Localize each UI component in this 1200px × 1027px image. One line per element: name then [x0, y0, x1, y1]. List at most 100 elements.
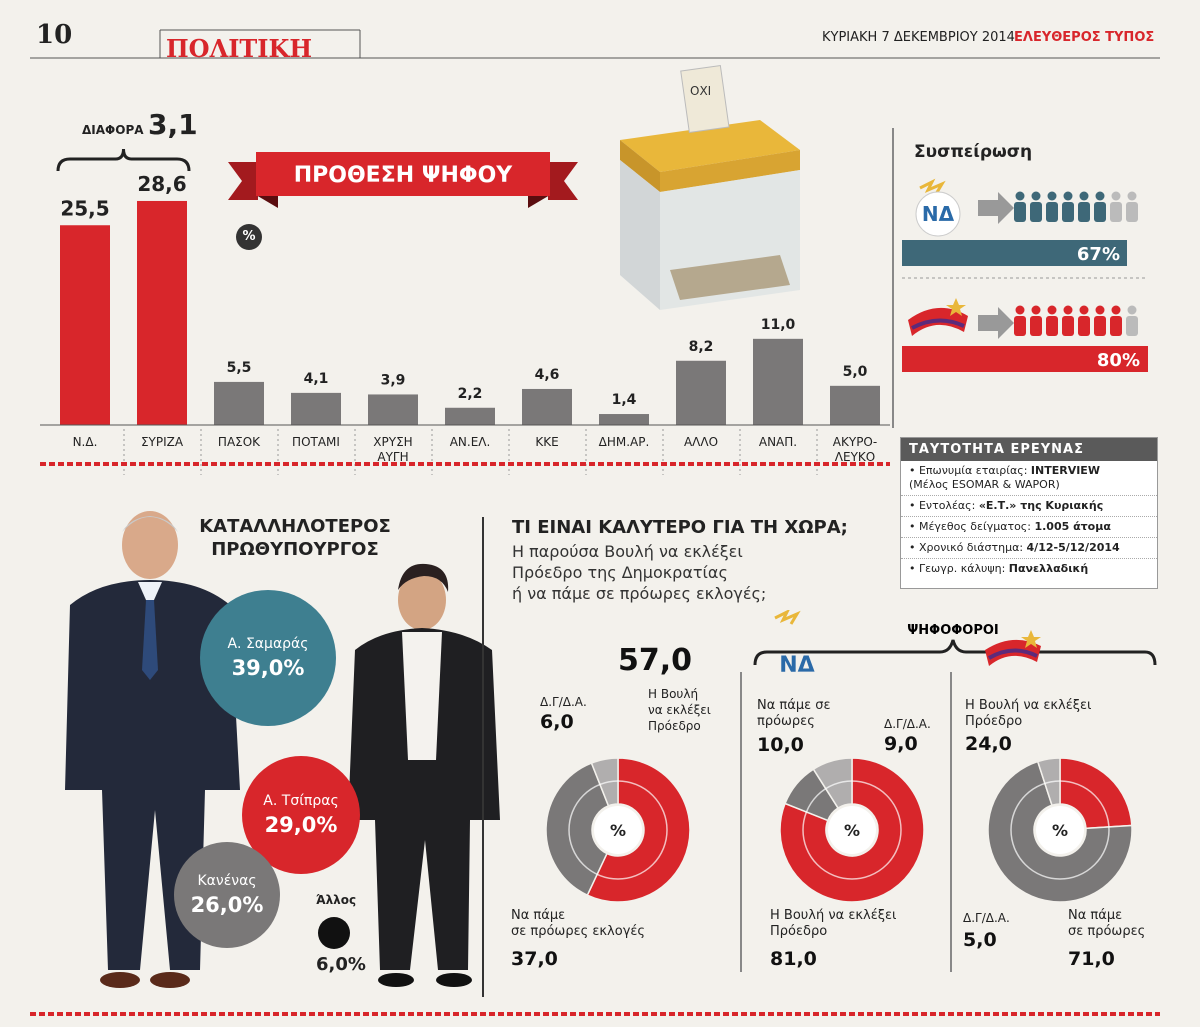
- person-icon: [1031, 305, 1041, 315]
- bar-value-label: 3,9: [381, 372, 406, 388]
- d1-dk-value: 6,0: [540, 711, 574, 733]
- person-icon: [1110, 202, 1122, 222]
- issue-date: ΚΥΡΙΑΚΗ 7 ΔΕΚΕΜΒΡΙΟΥ 2014: [822, 30, 1015, 45]
- bar-value-label: 11,0: [761, 317, 796, 333]
- voters-header: ΨΗΦΟΦΟΡΟΙ ΝΔ: [753, 610, 1157, 678]
- difference-brace: [56, 148, 191, 172]
- ribbon-title: ΠΡΟΘΕΣΗ ΨΗΦΟΥ: [294, 163, 514, 188]
- bar-value-label: 1,4: [612, 392, 637, 408]
- mobilisation-chart: ΝΔ 67% 80%: [902, 178, 1148, 372]
- donut-slice: [812, 757, 853, 810]
- nd-logo: ΝΔ: [774, 610, 815, 678]
- other-value: 6,0%: [316, 954, 366, 975]
- bar: [830, 385, 880, 425]
- mobilisation-bar-nd: [902, 240, 1127, 266]
- bar-value-label: 4,6: [535, 367, 560, 383]
- category-label: ΑΥΓΗ: [377, 450, 408, 464]
- ballot-text: ΟΧΙ: [690, 84, 711, 98]
- d2-dk-value: 9,0: [884, 733, 918, 755]
- bar-value-label: 8,2: [689, 339, 714, 355]
- donut-charts: %%%: [545, 757, 1133, 903]
- politician-photos: [65, 511, 500, 988]
- column-divider: [482, 517, 484, 997]
- arrow-icon: [978, 307, 1014, 339]
- survey-row: • Χρονικό διάστημα: 4/12-5/12/2014: [901, 538, 1157, 559]
- d2-main-label: Η Βουλή να εκλέξει Πρόεδρο: [770, 908, 897, 939]
- person-icon: [1094, 202, 1106, 222]
- tsipras-figure: [348, 563, 500, 987]
- person-icon: [1127, 191, 1137, 201]
- person-icon: [1046, 316, 1058, 336]
- bar-value-label: 25,5: [60, 196, 109, 220]
- survey-row: • Εντολέας: «Ε.Τ.» της Κυριακής: [901, 496, 1157, 517]
- nd-logo-text: ΝΔ: [779, 653, 814, 678]
- survey-identity-box: ΤΑΥΤΟΤΗΤΑ ΕΡΕΥΝΑΣ • Επωνυμία εταιρίας: I…: [900, 437, 1158, 589]
- best-for-country-title: ΤΙ ΕΙΝΑΙ ΚΑΛΥΤΕΡΟ ΓΙΑ ΤΗ ΧΩΡΑ;: [512, 517, 848, 538]
- person-icon: [1031, 191, 1041, 201]
- syriza-logo: [985, 630, 1041, 666]
- person-icon: [1014, 202, 1026, 222]
- donut-ring-line: [568, 780, 668, 880]
- survey-row: • Επωνυμία εταιρίας: INTERVIEW (Μέλος ESO…: [901, 461, 1157, 496]
- person-icon: [1111, 191, 1121, 201]
- d1-main-value: 57,0: [618, 643, 693, 678]
- bottom-separator: [30, 1012, 1160, 1016]
- best-for-country-subtitle: Η παρούσα Βουλή να εκλέξει Πρόεδρο της Δ…: [512, 542, 767, 603]
- person-icon: [1014, 316, 1026, 336]
- donut-divider: [950, 672, 952, 972]
- survey-row: • Μέγεθος δείγματος: 1.005 άτομα: [901, 517, 1157, 538]
- person-icon: [1047, 191, 1057, 201]
- d2-dk-label: Δ.Γ/Δ.Α.: [884, 717, 931, 731]
- category-label: Ν.Δ.: [73, 435, 98, 449]
- other-label: Άλλος: [316, 893, 357, 907]
- bar: [368, 394, 418, 425]
- person-icon: [1127, 305, 1137, 315]
- bar: [291, 392, 341, 425]
- category-label: ΑΝ.ΕΛ.: [450, 435, 491, 449]
- percent-badge: %: [236, 224, 262, 250]
- category-label: ΔΗΜ.ΑΡ.: [599, 435, 650, 449]
- bar: [599, 414, 649, 425]
- person-icon: [1079, 305, 1089, 315]
- person-icon: [1015, 305, 1025, 315]
- category-label: ΑΛΛΟ: [684, 435, 718, 449]
- bar: [753, 338, 803, 425]
- donut-center: [594, 806, 642, 854]
- person-icon: [1111, 305, 1121, 315]
- d3-main-value: 24,0: [965, 733, 1012, 755]
- person-icon: [1126, 202, 1138, 222]
- bar: [60, 225, 110, 425]
- d2-main-value: 81,0: [770, 948, 817, 970]
- person-icon: [1030, 202, 1042, 222]
- person-icon: [1063, 191, 1073, 201]
- survey-title: ΤΑΥΤΟΤΗΤΑ ΕΡΕΥΝΑΣ: [901, 438, 1157, 461]
- donut-slice: [586, 757, 691, 903]
- bar-value-label: 5,0: [843, 364, 868, 380]
- person-icon: [1062, 202, 1074, 222]
- person-icon: [1126, 316, 1138, 336]
- d3-dk-label: Δ.Γ/Δ.Α.: [963, 911, 1010, 925]
- d1-early-value: 37,0: [511, 948, 558, 970]
- person-icon: [1095, 191, 1105, 201]
- donut-slice: [1059, 757, 1133, 830]
- person-icon: [1047, 305, 1057, 315]
- bar: [137, 200, 187, 425]
- difference-label: ΔΙΑΦΟΡΑ: [82, 123, 144, 137]
- donut-center: [828, 806, 876, 854]
- paper-name: ΕΛΕΥΘΕΡΟΣ ΤΥΠΟΣ: [1014, 30, 1155, 45]
- donut-center-label: %: [1052, 821, 1068, 840]
- person-icon: [1030, 316, 1042, 336]
- category-label: ΑΚΥΡΟ-: [833, 435, 877, 449]
- category-label: ΠΑΣΟΚ: [218, 435, 261, 449]
- vote-intention-bar-chart: 25,5 Ν.Δ. 28,6 ΣΥΡΙΖΑ 5,5 ΠΑΣΟΚ 4,1 ΠΟΤΑΜΙ 3,9 ΧΡ…: [40, 148, 890, 475]
- d3-early-value: 71,0: [1068, 948, 1115, 970]
- donut-ring-line: [802, 780, 902, 880]
- preferred-pm-title: ΚΑΤΑΛΛΗΛΟΤΕΡΟΣ ΠΡΩΘΥΠΟΥΡΓΟΣ: [199, 516, 391, 560]
- survey-row: • Γεωγρ. κάλυψη: Πανελλαδική: [909, 562, 1089, 575]
- mobilisation-divider: [892, 128, 894, 428]
- bubble-samaras: Α. Σαμαράς 39,0%: [200, 590, 336, 726]
- donut-center-label: %: [610, 821, 626, 840]
- category-label: ΠΟΤΑΜΙ: [292, 435, 340, 449]
- d3-early-label: Να πάμε σε πρόωρες: [1068, 908, 1146, 939]
- person-icon: [1015, 191, 1025, 201]
